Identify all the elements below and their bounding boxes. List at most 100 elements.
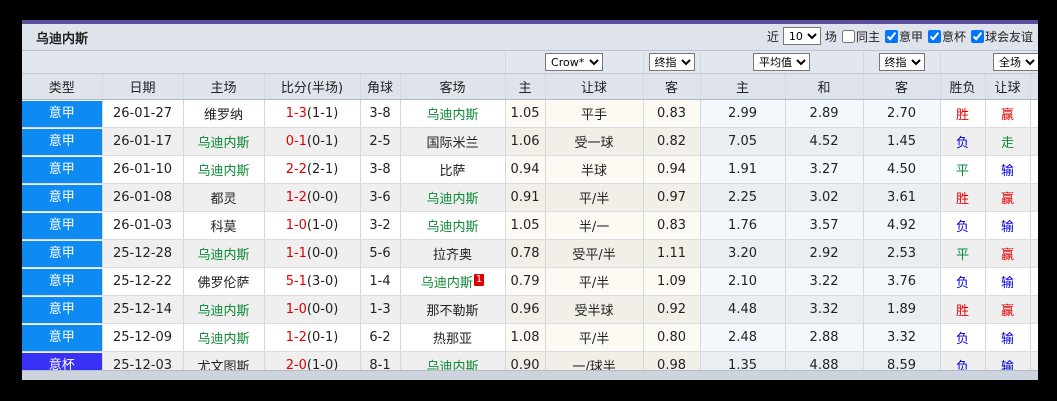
- cell-league[interactable]: 意甲: [22, 239, 103, 268]
- home-team-label[interactable]: 乌迪内斯: [197, 164, 250, 179]
- cell-away[interactable]: 热那亚: [400, 323, 506, 352]
- table-row[interactable]: 意甲 26-01-03 科莫 1-0(1-0) 3-2 乌迪内斯 1.05 半/一 0.83 1.…: [22, 211, 1038, 240]
- table-row[interactable]: 意甲 26-01-17 乌迪内斯 0-1(0-1) 2-5 国际米兰 1.06 受一球 0.82…: [22, 127, 1038, 156]
- col-hcp-home[interactable]: 主: [505, 73, 546, 100]
- league-badge[interactable]: 意甲: [22, 324, 102, 351]
- col-result-hcp[interactable]: 让球: [985, 73, 1031, 100]
- col-away[interactable]: 客场: [400, 73, 506, 100]
- away-team-label[interactable]: 乌迪内斯: [426, 220, 479, 235]
- table-row[interactable]: 意甲 25-12-22 佛罗伦萨 5-1(3-0) 1-4 乌迪内斯 1 0.79 平/半 1.0…: [22, 267, 1038, 296]
- col-result-wl[interactable]: 胜负: [940, 73, 986, 100]
- col-date[interactable]: 日期: [102, 73, 184, 100]
- cell-date: 26-01-10: [102, 155, 184, 184]
- filter-coppa[interactable]: 意杯: [926, 28, 966, 45]
- cell-league[interactable]: 意甲: [22, 183, 103, 212]
- home-team-label[interactable]: 乌迪内斯: [197, 136, 250, 151]
- cell-away[interactable]: 那不勒斯: [400, 295, 506, 324]
- cell-result-hcp: 赢: [985, 239, 1031, 268]
- league-badge[interactable]: 意甲: [22, 100, 102, 127]
- table-row[interactable]: 意甲 25-12-14 乌迪内斯 1-0(0-0) 1-3 那不勒斯 0.96 受半球 0.92…: [22, 295, 1038, 324]
- league-badge[interactable]: 意甲: [22, 184, 102, 211]
- league-badge[interactable]: 意甲: [22, 128, 102, 155]
- col-type[interactable]: 类型: [22, 73, 103, 100]
- cell-league[interactable]: 意甲: [22, 323, 103, 352]
- home-team-label[interactable]: 乌迪内斯: [197, 304, 250, 319]
- table-row[interactable]: 意甲 25-12-09 乌迪内斯 1-2(0-1) 6-2 热那亚 1.08 平/半 0.80 2…: [22, 323, 1038, 352]
- col-eu-away[interactable]: 客: [863, 73, 941, 100]
- table-scroll-region[interactable]: Crow* 终指 平均值 终指 全场 类型 日期 主场 比分(半场) 角球 客场…: [22, 51, 1038, 380]
- home-team-label[interactable]: 乌迪内斯: [197, 248, 250, 263]
- company-select[interactable]: Crow*: [545, 53, 604, 71]
- away-team-label[interactable]: 比萨: [439, 164, 466, 179]
- home-team-label[interactable]: 乌迪内斯: [197, 332, 250, 347]
- filter-same-home-checkbox[interactable]: [841, 29, 855, 43]
- cell-home[interactable]: 乌迪内斯: [183, 239, 265, 268]
- away-team-label[interactable]: 国际米兰: [426, 136, 479, 151]
- league-badge[interactable]: 意甲: [22, 296, 102, 323]
- col-home[interactable]: 主场: [183, 73, 265, 100]
- hcp-type-select[interactable]: 终指: [648, 53, 695, 71]
- filter-friendly[interactable]: 球会友谊: [969, 28, 1033, 45]
- cell-home[interactable]: 都灵: [183, 183, 265, 212]
- cell-eu-draw: 3.57: [785, 211, 864, 240]
- away-team-label[interactable]: 热那亚: [433, 332, 473, 347]
- away-team-label[interactable]: 乌迪内斯: [420, 276, 473, 291]
- cell-league[interactable]: 意甲: [22, 267, 103, 296]
- col-corner[interactable]: 角球: [360, 73, 401, 100]
- league-badge[interactable]: 意甲: [22, 268, 102, 295]
- filter-seriea[interactable]: 意甲: [883, 28, 923, 45]
- away-team-label[interactable]: 那不勒斯: [426, 304, 479, 319]
- cell-home[interactable]: 维罗纳: [183, 99, 265, 128]
- cell-home[interactable]: 乌迪内斯: [183, 127, 265, 156]
- filter-same-home[interactable]: 同主: [840, 28, 880, 45]
- eu-stage-select[interactable]: 终指: [878, 53, 925, 71]
- table-row[interactable]: 意甲 26-01-10 乌迪内斯 2-2(2-1) 3-8 比萨 0.94 半球 0.94 1.9…: [22, 155, 1038, 184]
- league-badge[interactable]: 意甲: [22, 240, 102, 267]
- league-badge[interactable]: 意甲: [22, 212, 102, 239]
- league-badge[interactable]: 意甲: [22, 156, 102, 183]
- col-hcp-away[interactable]: 客: [643, 73, 701, 100]
- cell-away[interactable]: 拉齐奥: [400, 239, 506, 268]
- cell-away[interactable]: 乌迪内斯: [400, 211, 506, 240]
- cell-home[interactable]: 乌迪内斯: [183, 155, 265, 184]
- cell-league[interactable]: 意甲: [22, 99, 103, 128]
- cell-away[interactable]: 乌迪内斯: [400, 99, 506, 128]
- result-wl-label: 负: [956, 276, 970, 291]
- filter-coppa-checkbox[interactable]: [927, 29, 941, 43]
- cell-away[interactable]: 乌迪内斯 1: [400, 267, 506, 296]
- col-result-goals[interactable]: 进球数: [1030, 73, 1038, 100]
- col-eu-home[interactable]: 主: [700, 73, 786, 100]
- cell-home[interactable]: 乌迪内斯: [183, 323, 265, 352]
- cell-away[interactable]: 乌迪内斯: [400, 183, 506, 212]
- result-wl-label: 平: [956, 248, 970, 263]
- filter-seriea-checkbox[interactable]: [884, 29, 898, 43]
- filter-friendly-checkbox[interactable]: [970, 29, 984, 43]
- home-team-label[interactable]: 科莫: [210, 220, 237, 235]
- home-team-label[interactable]: 都灵: [210, 192, 237, 207]
- table-row[interactable]: 意甲 25-12-28 乌迪内斯 1-1(0-0) 5-6 拉齐奥 0.78 受平/半 1.11…: [22, 239, 1038, 268]
- col-score[interactable]: 比分(半场): [264, 73, 361, 100]
- cell-home[interactable]: 乌迪内斯: [183, 295, 265, 324]
- cell-home[interactable]: 科莫: [183, 211, 265, 240]
- company-select-cell: Crow*: [505, 51, 644, 74]
- cell-home[interactable]: 佛罗伦萨: [183, 267, 265, 296]
- cell-away[interactable]: 国际米兰: [400, 127, 506, 156]
- cell-league[interactable]: 意甲: [22, 211, 103, 240]
- away-team-label[interactable]: 拉齐奥: [433, 248, 473, 263]
- eu-type-select[interactable]: 平均值: [753, 53, 811, 71]
- scope-select[interactable]: 全场: [993, 53, 1038, 71]
- cell-away[interactable]: 比萨: [400, 155, 506, 184]
- table-row[interactable]: 意甲 26-01-08 都灵 1-2(0-0) 3-6 乌迪内斯 0.91 平/半 0.97 2.…: [22, 183, 1038, 212]
- col-eu-draw[interactable]: 和: [785, 73, 864, 100]
- table-row[interactable]: 意甲 26-01-27 维罗纳 1-3(1-1) 3-8 乌迪内斯 1.05 平手 0.83 2.…: [22, 99, 1038, 128]
- home-team-label[interactable]: 维罗纳: [203, 108, 243, 123]
- away-team-label[interactable]: 乌迪内斯: [426, 192, 479, 207]
- cell-league[interactable]: 意甲: [22, 155, 103, 184]
- col-hcp-line[interactable]: 让球: [545, 73, 644, 100]
- home-team-label[interactable]: 佛罗伦萨: [197, 276, 250, 291]
- cell-league[interactable]: 意甲: [22, 127, 103, 156]
- horizontal-scrollbar[interactable]: [22, 370, 1038, 380]
- away-team-label[interactable]: 乌迪内斯: [426, 108, 479, 123]
- cell-league[interactable]: 意甲: [22, 295, 103, 324]
- recent-count-select[interactable]: 10: [782, 27, 821, 45]
